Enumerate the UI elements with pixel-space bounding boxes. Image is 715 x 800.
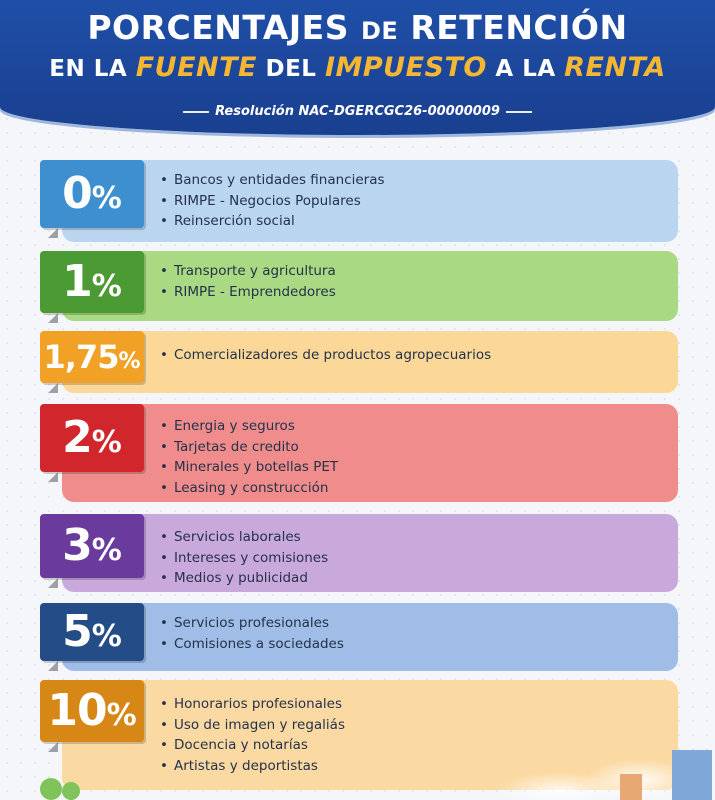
percent-sign: % (91, 269, 122, 304)
category-list: Comercializadores de productos agropecua… (160, 345, 491, 366)
category-item: Minerales y botellas PET (160, 457, 338, 478)
category-item: Servicios profesionales (160, 613, 344, 634)
rate-value: 3 (62, 520, 93, 571)
category-item: Transporte y agricultura (160, 261, 336, 282)
rate-badge: 2% (40, 404, 144, 472)
category-list: Servicios laboralesIntereses y comisione… (160, 527, 328, 589)
rate-value: 1,75 (43, 338, 120, 376)
header-banner: PORCENTAJES DE RETENCIÓN EN LA FUENTE DE… (0, 0, 715, 135)
rate-bar (62, 603, 678, 671)
category-item: Honorarios profesionales (160, 694, 345, 715)
building-icon (672, 750, 712, 800)
category-item: Servicios laborales (160, 527, 328, 548)
rate-value: 2 (62, 412, 93, 463)
rate-bar (62, 514, 678, 592)
building-icon (620, 774, 642, 800)
page-subtitle: EN LA FUENTE DEL IMPUESTO A LA RENTA (0, 52, 715, 83)
rate-badge: 1,75% (40, 331, 144, 383)
badge-fold (48, 578, 58, 588)
rate-badge: 0% (40, 160, 144, 228)
category-item: Comisiones a sociedades (160, 634, 344, 655)
rate-badge: 3% (40, 514, 144, 578)
percent-sign: % (91, 619, 122, 654)
page-title: PORCENTAJES DE RETENCIÓN (0, 8, 715, 47)
badge-fold (48, 472, 58, 482)
category-item: Comercializadores de productos agropecua… (160, 345, 491, 366)
resolution-line: Resolución NAC-DGERCGC26-00000009 (0, 104, 715, 119)
percent-sign: % (118, 349, 141, 374)
category-item: Leasing y construcción (160, 478, 338, 499)
title-word-retencion: RETENCIÓN (410, 8, 628, 47)
badge-fold (48, 228, 58, 238)
divider (183, 110, 210, 113)
title-word-porcentajes: PORCENTAJES (87, 8, 349, 47)
rate-row: 5% Servicios profesionalesComisiones a so… (40, 603, 678, 671)
rate-row: 1% Transporte y agriculturaRIMPE - Empren… (40, 251, 678, 323)
badge-fold (48, 383, 58, 393)
subtitle-del: DEL (265, 56, 317, 82)
category-list: Servicios profesionalesComisiones a soci… (160, 613, 344, 654)
rate-value: 1 (62, 256, 93, 307)
rate-bar (62, 404, 678, 502)
category-list: Bancos y entidades financierasRIMPE - Ne… (160, 170, 385, 232)
decorative-clouds (0, 720, 715, 800)
rate-badge: 5% (40, 603, 144, 661)
category-item: Energia y seguros (160, 416, 338, 437)
category-item: RIMPE - Emprendedores (160, 282, 336, 303)
subtitle-impuesto: IMPUESTO (324, 52, 487, 83)
rate-value: 0 (62, 168, 93, 219)
tree-icon (62, 782, 80, 800)
subtitle-a-la: A LA (495, 56, 556, 82)
resolution-text: Resolución NAC-DGERCGC26-00000009 (215, 104, 500, 119)
badge-fold (48, 313, 58, 323)
percent-sign: % (91, 533, 122, 568)
tree-icon (40, 778, 62, 800)
category-item: Bancos y entidades financieras (160, 170, 385, 191)
percent-sign: % (91, 425, 122, 460)
rate-badge: 1% (40, 251, 144, 313)
category-list: Transporte y agriculturaRIMPE - Emprende… (160, 261, 336, 302)
subtitle-fuente: FUENTE (135, 52, 257, 83)
badge-fold (48, 661, 58, 671)
title-word-de: DE (360, 17, 399, 45)
subtitle-en-la: EN LA (49, 56, 128, 82)
rate-row: 3% Servicios laboralesIntereses y comisio… (40, 514, 678, 592)
subtitle-renta: RENTA (564, 52, 666, 83)
rate-bar (62, 251, 678, 321)
category-item: Intereses y comisiones (160, 548, 328, 569)
category-item: Reinserción social (160, 211, 385, 232)
rate-row: 0% Bancos y entidades financierasRIMPE - … (40, 160, 678, 242)
category-item: Medios y publicidad (160, 568, 328, 589)
rate-row: 1,75% Comercializadores de productos agro… (40, 331, 678, 393)
category-list: Energia y segurosTarjetas de creditoMine… (160, 416, 338, 498)
percent-sign: % (91, 181, 122, 216)
divider (505, 110, 532, 113)
rate-value: 5 (62, 606, 93, 657)
rate-row: 2%Energia y segurosTarjetas de creditoMi… (40, 404, 678, 502)
category-item: Tarjetas de credito (160, 437, 338, 458)
category-item: RIMPE - Negocios Populares (160, 191, 385, 212)
